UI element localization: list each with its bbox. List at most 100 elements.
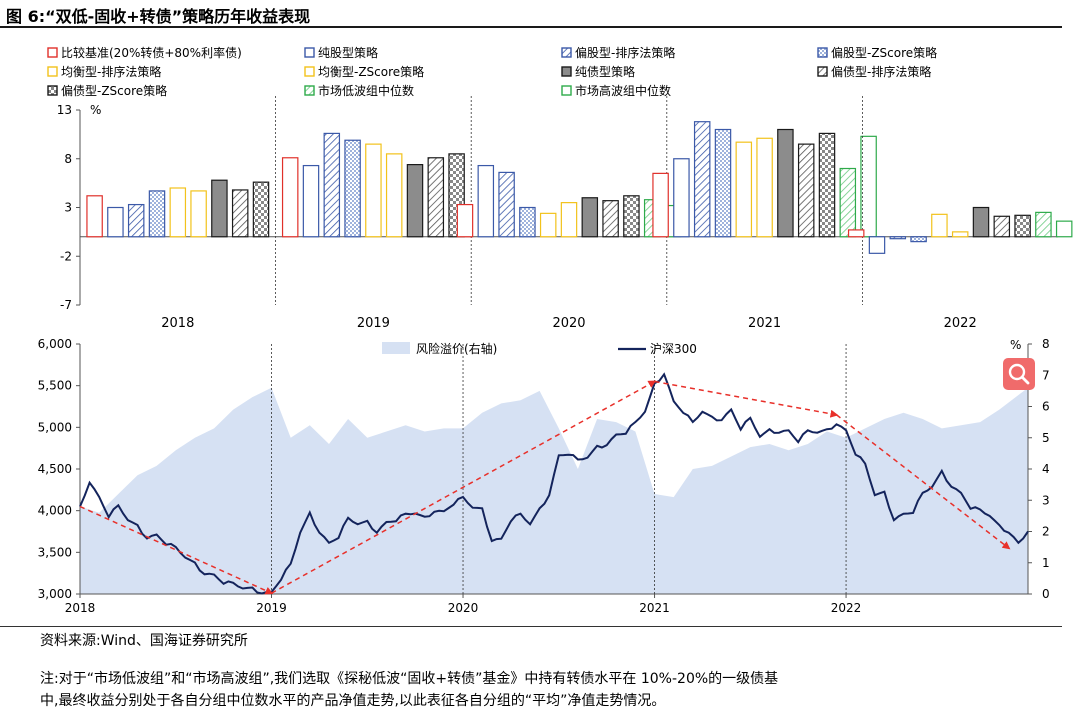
trend-arrow <box>271 380 657 594</box>
legend-label: 比较基准(20%转债+80%利率债) <box>61 45 242 60</box>
y-tick-label: -2 <box>60 249 72 263</box>
legend-swatch <box>304 66 315 77</box>
source-note: 资料来源:Wind、国海证券研究所 <box>40 633 248 649</box>
trend-arrow <box>836 414 1011 550</box>
x-category-label: 2021 <box>748 316 781 331</box>
search-icon <box>1008 363 1030 385</box>
legend-label: 市场高波组中位数 <box>575 83 671 98</box>
y-tick-label: 3 <box>64 201 72 215</box>
x-tick-label: 2018 <box>65 601 96 615</box>
left-y-tick-label: 3,000 <box>38 587 72 601</box>
bar <box>281 157 299 238</box>
right-y-tick-label: 8 <box>1042 337 1050 351</box>
legend-swatch <box>304 47 315 58</box>
legend-label: 市场低波组中位数 <box>318 83 414 98</box>
right-y-tick-label: 3 <box>1042 493 1050 507</box>
bar <box>190 190 207 238</box>
trend-arrow <box>79 505 274 595</box>
right-y-tick-label: 7 <box>1042 368 1050 382</box>
bar <box>107 206 124 238</box>
left-y-tick-label: 3,500 <box>38 545 72 559</box>
bar <box>127 203 145 238</box>
legend-swatch <box>561 85 572 96</box>
bar <box>623 195 640 238</box>
legend-label: 偏债型-排序法策略 <box>831 64 931 79</box>
legend-label-area: 风险溢价(右轴) <box>416 341 497 356</box>
bar <box>1035 211 1052 238</box>
legend-swatch <box>47 66 58 77</box>
csi300-line <box>79 372 1029 595</box>
bar <box>818 132 836 238</box>
legend-swatch <box>47 85 58 96</box>
bar <box>797 143 815 238</box>
legend-swatch <box>47 47 58 58</box>
legend-label: 均衡型-ZScore策略 <box>318 64 424 79</box>
legend-label: 均衡型-排序法策略 <box>61 64 161 79</box>
title-rule <box>0 26 1062 28</box>
x-tick-label: 2022 <box>831 601 862 615</box>
legend-swatch <box>561 47 572 58</box>
y-tick-label: -7 <box>60 298 72 312</box>
bar <box>498 171 515 238</box>
bar <box>868 236 886 254</box>
bar <box>406 164 424 238</box>
legend-swatch <box>817 66 828 77</box>
legend-swatch-area <box>382 342 410 354</box>
left-y-tick-label: 6,000 <box>38 337 72 351</box>
x-tick-label: 2020 <box>448 601 479 615</box>
legend-label: 偏股型-排序法策略 <box>575 45 675 60</box>
bar <box>231 189 249 238</box>
x-tick-label: 2019 <box>256 601 287 615</box>
bar <box>519 206 536 238</box>
bar <box>910 236 927 243</box>
right-unit-label: % <box>1010 338 1021 352</box>
left-y-tick-label: 4,500 <box>38 462 72 476</box>
bar <box>252 181 270 238</box>
footnote-line-1: 注:对于“市场低波组”和“市场高波组”,我们选取《探秘低波“固收+转债”基金》中… <box>40 671 779 687</box>
legend-label: 偏股型-ZScore策略 <box>831 45 937 60</box>
bar <box>951 231 969 238</box>
bar <box>539 212 557 238</box>
legend-label: 纯债型策略 <box>575 64 635 79</box>
bar <box>86 195 103 238</box>
legend-swatch <box>304 85 315 96</box>
bar <box>456 203 474 238</box>
bar <box>756 137 773 238</box>
legend-label: 纯股型策略 <box>318 45 378 60</box>
bar <box>385 153 403 238</box>
legend-swatch <box>561 66 572 77</box>
trend-arrow <box>654 380 839 418</box>
bar <box>972 206 990 238</box>
line-chart: 3,000 3,500 4,000 4,500 5,000 5,500 6,000 0 1 2 3 4… <box>38 337 1050 615</box>
bar <box>652 172 669 238</box>
x-category-label: 2022 <box>944 316 977 331</box>
right-y-tick-label: 6 <box>1042 400 1050 414</box>
bar <box>777 128 794 238</box>
bar <box>1055 220 1073 238</box>
bar <box>714 128 732 238</box>
magnifier-button[interactable] <box>1003 358 1035 390</box>
bar-chart: 比较基准(20%转债+80%利率债) 纯股型策略 偏股型-排序法策略 偏股型-ZSco… <box>47 45 1073 331</box>
right-y-tick-label: 2 <box>1042 525 1050 539</box>
left-y-tick-label: 4,000 <box>38 504 72 518</box>
bar <box>839 167 857 238</box>
bar <box>673 158 690 238</box>
x-category-label: 2020 <box>552 316 585 331</box>
footnote-line-2: 中,最终收益分别处于各自分组中位数水平的产品净值走势,以此表征各自分组的“平均”… <box>40 693 666 709</box>
bar <box>860 135 877 238</box>
bar <box>847 229 865 238</box>
right-y-tick-label: 0 <box>1042 587 1050 601</box>
right-y-tick-label: 1 <box>1042 556 1050 570</box>
bar <box>735 141 753 238</box>
bar <box>169 187 187 238</box>
bar <box>323 132 341 238</box>
legend-label-line: 沪深300 <box>650 342 697 356</box>
bar <box>602 200 619 238</box>
bar <box>560 202 578 238</box>
figure-title: 图 6:“双低-固收+转债”策略历年收益表现 <box>6 7 311 26</box>
y-unit-label: % <box>90 103 101 117</box>
y-tick-label: 8 <box>64 152 72 166</box>
legend-label: 偏债型-ZScore策略 <box>61 83 167 98</box>
y-tick-label: 13 <box>57 103 72 117</box>
x-tick-label: 2021 <box>639 601 670 615</box>
